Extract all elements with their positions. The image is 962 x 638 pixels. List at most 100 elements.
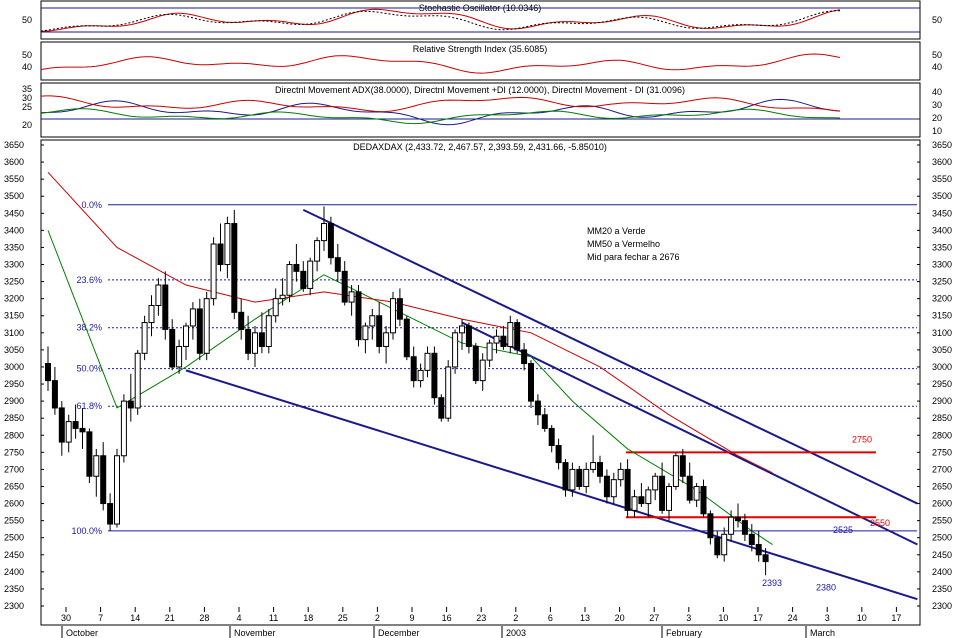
candle-body xyxy=(307,260,314,289)
x-tick-label: 9 xyxy=(409,613,414,623)
candle-body xyxy=(652,475,659,491)
rsi-axis-left: 50 xyxy=(22,50,32,60)
y-tick-label-right: 2350 xyxy=(932,584,952,594)
candle-body xyxy=(72,421,79,429)
candle-body xyxy=(79,427,86,433)
x-tick-label: 2 xyxy=(375,613,380,623)
rsi-axis-right: 40 xyxy=(932,62,942,72)
y-tick-label-left: 3650 xyxy=(4,140,24,150)
month-label: 2003 xyxy=(506,628,526,638)
x-tick-label: 13 xyxy=(580,613,590,623)
candle-body xyxy=(203,298,210,354)
rsi-line xyxy=(40,53,841,74)
resistance-label: 2750 xyxy=(852,434,872,444)
candle-body xyxy=(210,243,217,300)
fibonacci-label: 0.0% xyxy=(81,200,102,210)
candle-body xyxy=(728,516,735,535)
y-tick-label-left: 2700 xyxy=(4,464,24,474)
y-tick-label-left: 2450 xyxy=(4,550,24,560)
x-tick-label: 27 xyxy=(649,613,659,623)
candle-body xyxy=(576,468,583,487)
candle-body xyxy=(245,328,252,354)
y-tick-label-left: 2550 xyxy=(4,516,24,526)
stochastic-panel xyxy=(40,0,921,40)
candle-body xyxy=(748,533,755,546)
x-tick-label: 14 xyxy=(130,613,140,623)
candle-body xyxy=(127,400,134,409)
candle-body xyxy=(617,468,624,481)
candle-body xyxy=(217,243,224,266)
y-tick-label-left: 3500 xyxy=(4,191,24,201)
y-tick-label-right: 2500 xyxy=(932,533,952,543)
candle-body xyxy=(134,352,141,409)
candle-body xyxy=(445,366,452,419)
point-label: 2525 xyxy=(833,525,853,535)
note-mm50: MM50 a Vermelho xyxy=(587,239,660,249)
candle-body xyxy=(252,332,258,354)
candle-body xyxy=(755,544,762,556)
rsi-axis-right: 50 xyxy=(932,50,942,60)
candle-body xyxy=(486,342,493,361)
y-tick-label-left: 3350 xyxy=(4,242,24,252)
y-tick-label-left: 2900 xyxy=(4,396,24,406)
candle-body xyxy=(100,455,107,505)
candle-body xyxy=(624,468,631,511)
candle-body xyxy=(583,468,590,487)
candle-body xyxy=(597,462,603,477)
month-label: November xyxy=(234,628,276,638)
x-tick-label: 21 xyxy=(165,613,175,623)
candle-body xyxy=(183,325,189,347)
price-panel xyxy=(40,139,921,626)
y-tick-label-left: 2350 xyxy=(4,584,24,594)
y-tick-label-left: 3050 xyxy=(4,345,24,355)
dmi-panel xyxy=(40,82,921,138)
candle-body xyxy=(321,223,327,242)
y-tick-label-right: 3600 xyxy=(932,157,952,167)
candle-body xyxy=(424,352,431,371)
candle-body xyxy=(590,462,597,470)
candle-body xyxy=(500,335,507,347)
x-tick-label: 17 xyxy=(753,613,763,623)
candle-body xyxy=(569,468,576,491)
candle-body xyxy=(279,294,286,300)
resistance-label: 2550 xyxy=(870,518,890,528)
candle-body xyxy=(555,445,562,464)
y-tick-label-right: 3400 xyxy=(932,225,952,235)
candle-body xyxy=(148,304,155,324)
candle-body xyxy=(431,352,438,399)
y-tick-label-right: 2700 xyxy=(932,464,952,474)
dmi-axis-right: 40 xyxy=(932,87,942,97)
y-tick-label-right: 3000 xyxy=(932,362,952,372)
x-tick-label: 2 xyxy=(513,613,518,623)
candle-body xyxy=(459,325,465,334)
candle-body xyxy=(493,335,500,344)
candle-body xyxy=(162,284,169,330)
y-tick-label-right: 3500 xyxy=(932,191,952,201)
x-tick-label: 25 xyxy=(338,613,348,623)
dmi-axis-left: 35 xyxy=(22,84,32,94)
candle-body xyxy=(534,400,541,416)
price-title: DEDAXDAX (2,433.72, 2,467.57, 2,393.59, … xyxy=(353,142,607,152)
y-tick-label-right: 3250 xyxy=(932,277,952,287)
rsi-panel xyxy=(40,41,921,81)
plus-di-line xyxy=(40,108,841,125)
y-tick-label-left: 2650 xyxy=(4,481,24,491)
candle-body xyxy=(238,311,245,330)
y-tick-label-right: 3050 xyxy=(932,345,952,355)
y-tick-label-right: 2450 xyxy=(932,550,952,560)
x-tick-label: 28 xyxy=(199,613,209,623)
candle-body xyxy=(300,270,307,289)
y-tick-label-right: 3300 xyxy=(932,260,952,270)
candle-body xyxy=(548,427,555,447)
candle-body xyxy=(603,475,610,498)
x-tick-label: 6 xyxy=(548,613,553,623)
candle-body xyxy=(686,475,693,501)
candle-body xyxy=(679,455,686,477)
fibonacci-label: 100.0% xyxy=(71,526,102,536)
candle-body xyxy=(438,397,445,419)
y-tick-label-left: 3450 xyxy=(4,208,24,218)
y-tick-label-right: 2400 xyxy=(932,567,952,577)
candle-body xyxy=(396,298,403,320)
